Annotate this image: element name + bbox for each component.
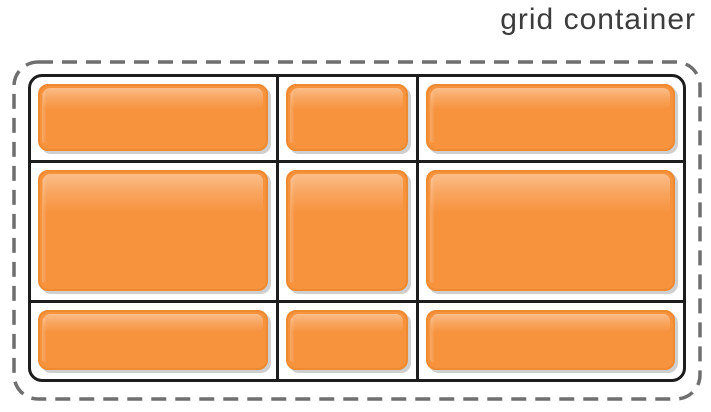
dashed-grid-outline [12, 60, 702, 401]
grid-cell [31, 303, 280, 379]
grid-item [286, 84, 408, 152]
grid-container [28, 74, 686, 382]
grid-item [38, 170, 269, 292]
grid-cell [418, 77, 683, 164]
grid-item [425, 84, 675, 152]
grid-item [425, 170, 675, 292]
grid-cell [31, 163, 280, 304]
grid-item [38, 310, 269, 370]
grid-cell [279, 303, 419, 379]
grid-container-label: grid container [500, 3, 696, 36]
grid-item [286, 170, 408, 292]
grid-item [38, 84, 269, 152]
grid-item [286, 310, 408, 370]
grid-cell [279, 77, 419, 164]
grid-cell [418, 163, 683, 304]
grid-cell [279, 163, 419, 304]
grid-item [425, 310, 675, 370]
grid-cell [419, 303, 683, 379]
grid-cell [31, 77, 280, 164]
